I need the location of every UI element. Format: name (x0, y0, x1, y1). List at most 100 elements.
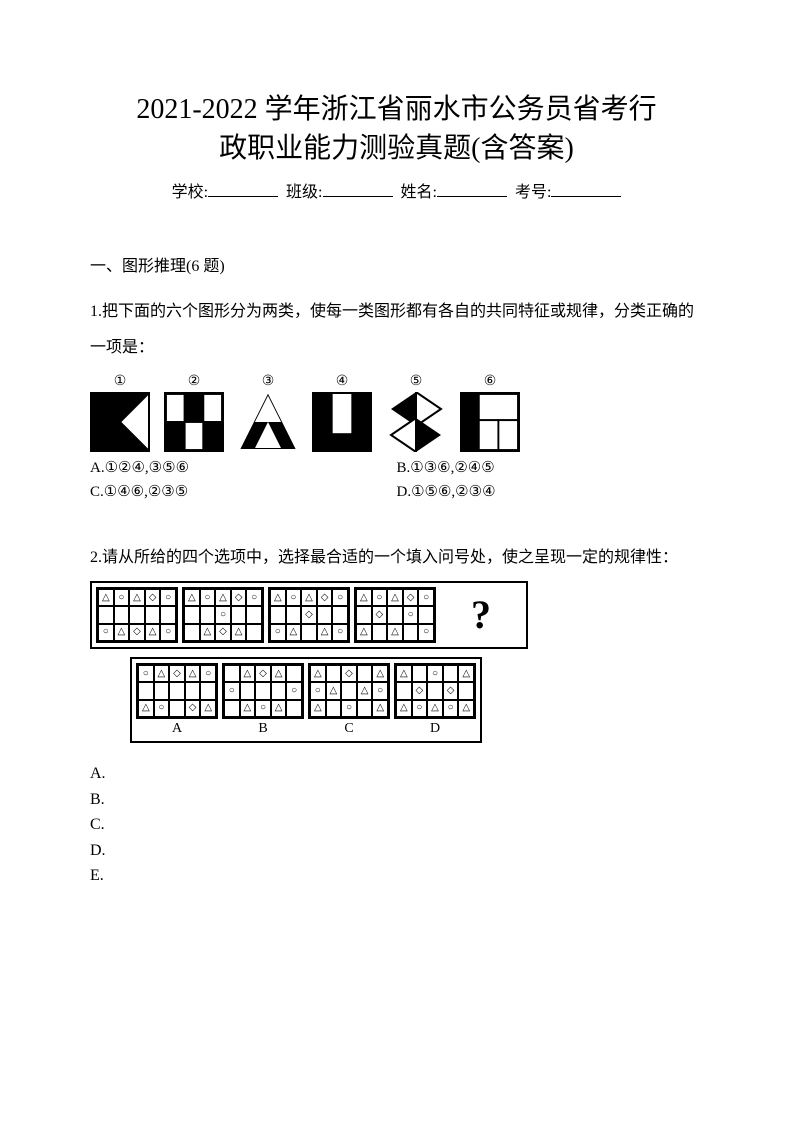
q2-letter-list: A. B. C. D. E. (90, 761, 703, 889)
grid-cell: ○ (418, 624, 434, 641)
grid-cell (443, 665, 459, 682)
grid-cell: △ (372, 665, 388, 682)
q1-opt-d: D.①⑤⑥,②③④ (397, 480, 704, 504)
grid-cell (145, 606, 161, 623)
letter-a: A. (90, 761, 703, 787)
diamond-pair-icon (386, 392, 446, 452)
grid-cell: △ (286, 624, 302, 641)
grid-cell: ○ (286, 589, 302, 606)
ans-box-a: ○△◇△○△○◇△ (136, 663, 218, 719)
ans-d-wrap: △○△◇◇△○△○△ D (394, 663, 476, 737)
grid-cell: ○ (443, 700, 459, 717)
grid-cell: △ (200, 700, 216, 717)
q1-fig-5: ⑤ (386, 373, 446, 452)
grid-cell: ○ (332, 624, 348, 641)
grid-cell: ◇ (317, 589, 333, 606)
ans-box-c: △◇△○△△○△○△ (308, 663, 390, 719)
grid-cell (403, 624, 419, 641)
grid-cell (184, 606, 200, 623)
grid-cell (169, 700, 185, 717)
grid-cell: △ (154, 665, 170, 682)
q1-opt-c: C.①④⑥,②③⑤ (90, 480, 397, 504)
grid-cell: △ (200, 624, 216, 641)
grid-cell (286, 606, 302, 623)
grid-cell: ◇ (129, 624, 145, 641)
grid-cell: ◇ (255, 665, 271, 682)
grid-cell (160, 606, 176, 623)
q2-text: 2.请从所给的四个选项中，选择最合适的一个填入问号处，使之呈现一定的规律性： (90, 540, 703, 575)
grid-cell: ◇ (372, 606, 388, 623)
grid-cell (418, 606, 434, 623)
grid-cell: △ (240, 665, 256, 682)
u-shape-icon (314, 394, 370, 450)
grid-cell: △ (357, 682, 373, 699)
grid-cell (301, 624, 317, 641)
doc-title: 2021-2022 学年浙江省丽水市公务员省考行 政职业能力测验真题(含答案) (90, 90, 703, 168)
label-name: 姓名: (401, 184, 437, 201)
q1-options: A.①②④,③⑤⑥ B.①③⑥,②④⑤ C.①④⑥,②③⑤ D.①⑤⑥,②③④ (90, 456, 703, 504)
grid-cell: △ (185, 665, 201, 682)
grid-cell (231, 606, 247, 623)
grid-cell: △ (427, 700, 443, 717)
label-examno: 考号: (515, 184, 551, 201)
grid-cell (357, 700, 373, 717)
blank-name[interactable] (437, 181, 507, 197)
grid-cell (271, 682, 287, 699)
grid-cell: ○ (310, 682, 326, 699)
letter-b: B. (90, 787, 703, 813)
grid-cell: △ (270, 589, 286, 606)
grid-cell (200, 606, 216, 623)
q2-answers: ○△◇△○△○◇△ A △◇△○○△○△ B △◇△○△△○△○△ C △○△◇… (130, 657, 482, 743)
q1-fig-2: ② (164, 373, 224, 452)
ans-c-wrap: △◇△○△△○△○△ C (308, 663, 390, 737)
grid-cell: ○ (255, 700, 271, 717)
grid-cell: ○ (403, 606, 419, 623)
grid-cell: ◇ (341, 665, 357, 682)
grid-cell: △ (356, 624, 372, 641)
ans-box-b: △◇△○○△○△ (222, 663, 304, 719)
grid-cell (372, 624, 388, 641)
grid-cell (326, 700, 342, 717)
grid-cell: △ (184, 589, 200, 606)
grid-cell: ○ (154, 700, 170, 717)
letter-d: D. (90, 838, 703, 864)
seq-box-2: △○△◇○○△◇△ (182, 587, 264, 643)
grid-cell: △ (301, 589, 317, 606)
grid-cell: ○ (286, 682, 302, 699)
grid-cell: △ (271, 700, 287, 717)
grid-cell: △ (458, 665, 474, 682)
grid-cell: ◇ (301, 606, 317, 623)
grid-cell (427, 682, 443, 699)
ans-label-b: B (258, 721, 267, 737)
grid-cell: △ (458, 700, 474, 717)
q2-sequence: △○△◇○○△◇△○ △○△◇○○△◇△ △○△◇○◇○△△○ △○△◇○◇○△… (90, 581, 528, 649)
letter-e: E. (90, 863, 703, 889)
grid-cell: △ (271, 665, 287, 682)
grid-cell: ○ (246, 589, 262, 606)
grid-cell: ○ (160, 589, 176, 606)
grid-cell: ○ (224, 682, 240, 699)
blank-school[interactable] (208, 181, 278, 197)
grid-cell: ◇ (215, 624, 231, 641)
grid-cell (169, 682, 185, 699)
grid-cell: ○ (412, 700, 428, 717)
seq-box-1: △○△◇○○△◇△○ (96, 587, 178, 643)
grid-cell: △ (114, 624, 130, 641)
grid-cell (270, 606, 286, 623)
grid-cell (396, 682, 412, 699)
grid-cell: ○ (341, 700, 357, 717)
grid-cell (317, 606, 333, 623)
blank-examno[interactable] (551, 181, 621, 197)
seq-box-3: △○△◇○◇○△△○ (268, 587, 350, 643)
grid-cell (224, 700, 240, 717)
q1-text: 1.把下面的六个图形分为两类，使每一类图形都有各自的共同特征或规律，分类正确的一… (90, 294, 703, 364)
blank-class[interactable] (323, 181, 393, 197)
grid-cell (246, 606, 262, 623)
grid-cell: △ (129, 589, 145, 606)
grid-cell (185, 682, 201, 699)
grid-cell: ○ (138, 665, 154, 682)
ans-label-a: A (172, 721, 182, 737)
grid-cell (387, 606, 403, 623)
grid-cell (200, 682, 216, 699)
grid-cell (286, 665, 302, 682)
